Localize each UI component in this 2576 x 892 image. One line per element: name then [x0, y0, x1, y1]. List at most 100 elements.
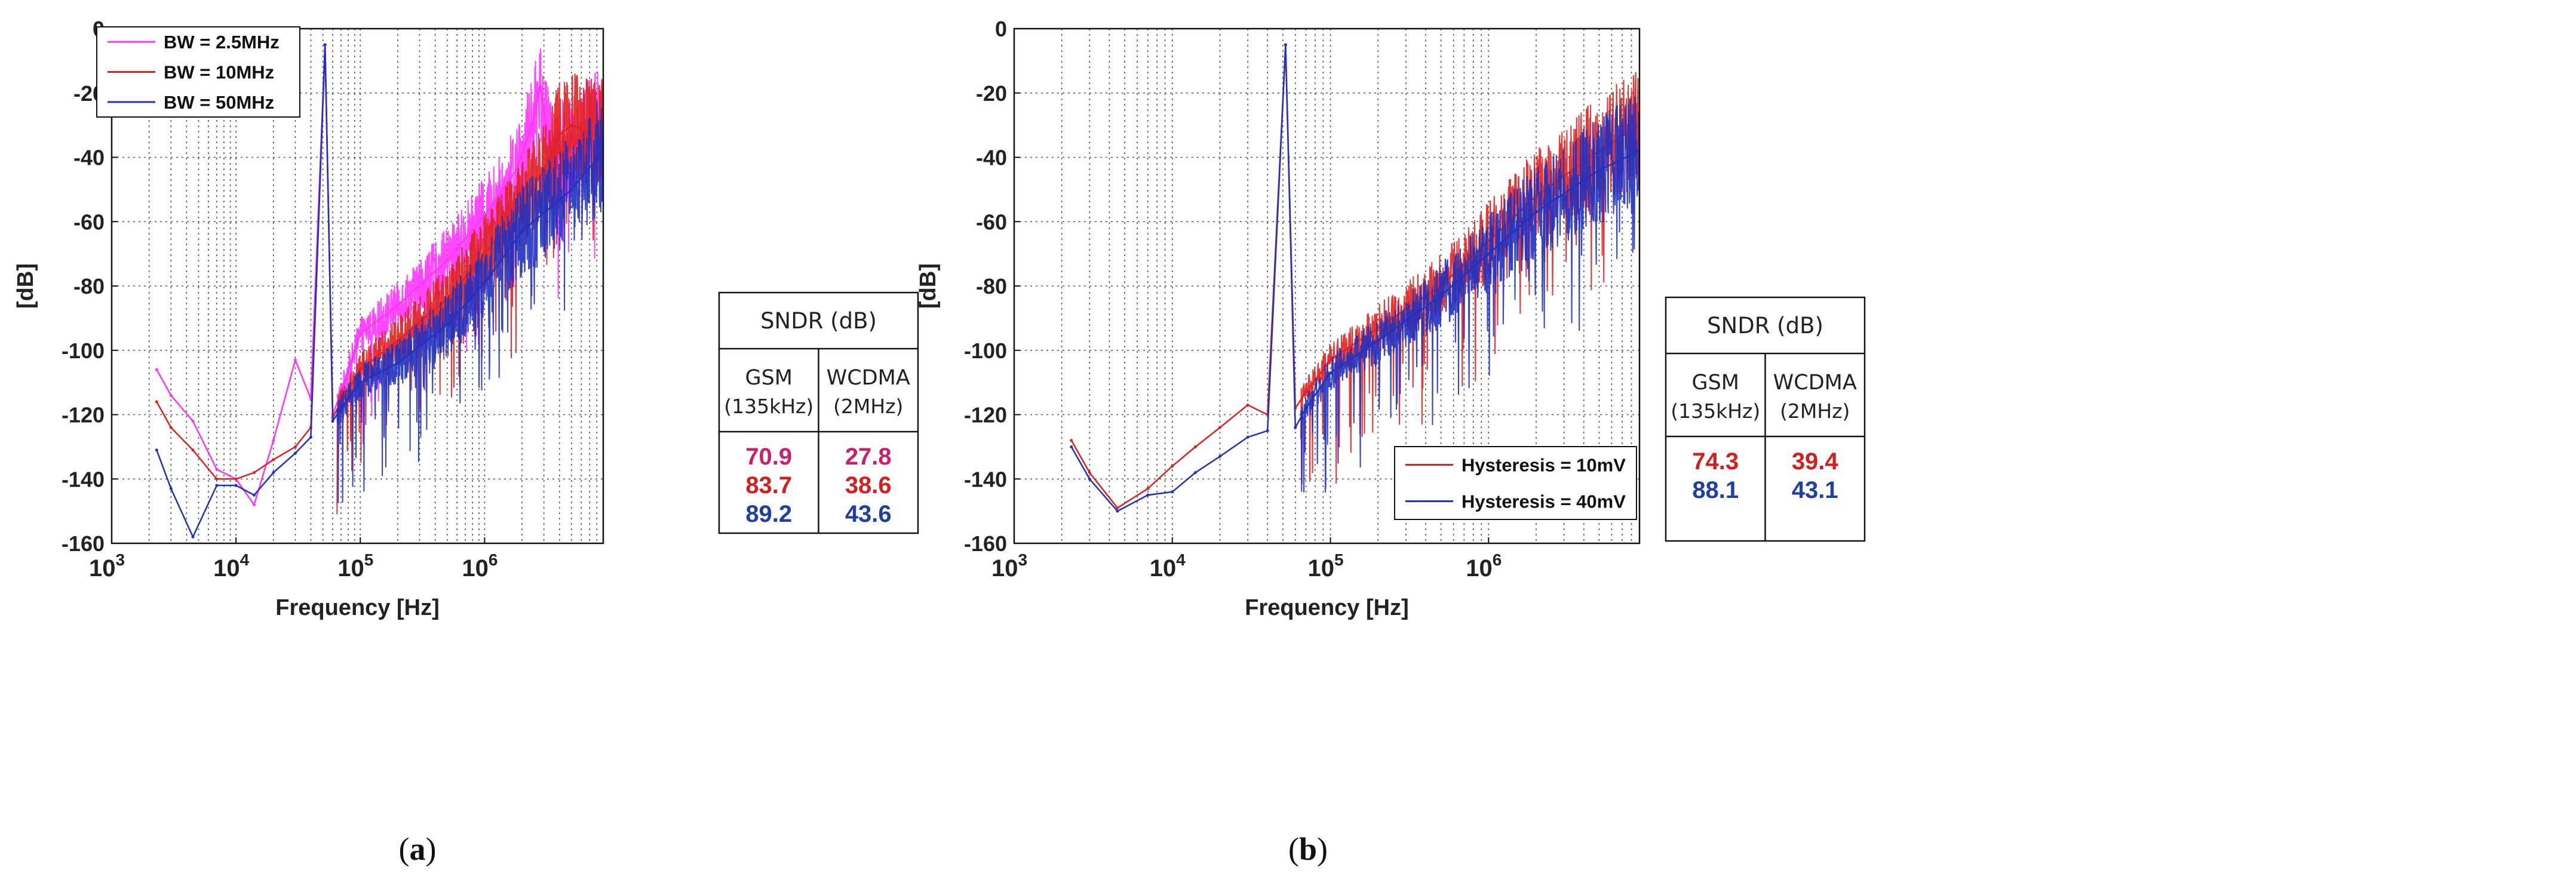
data-point [1171, 465, 1174, 468]
x-tick-label: 104 [213, 550, 250, 582]
legend: BW = 2.5MHz BW = 10MHz BW = 50MHz [96, 26, 300, 118]
data-point [396, 303, 400, 307]
x-tick-label: 105 [1308, 550, 1344, 582]
legend: Hysteresis = 10mV Hysteresis = 40mV [1394, 446, 1637, 520]
x-axis-label: Frequency [Hz] [1245, 595, 1408, 620]
subfigure-label: (b) [1288, 831, 1328, 867]
data-point [570, 187, 573, 191]
data-point [309, 435, 312, 439]
sndr-column-band: (2MHz) [1780, 399, 1850, 423]
data-point [396, 339, 400, 343]
data-point [1329, 358, 1332, 362]
data-point [293, 451, 297, 455]
data-point [1193, 470, 1197, 474]
y-tick-label: -40 [73, 146, 105, 170]
legend-label: Hysteresis = 40mV [1462, 491, 1626, 512]
data-point [1266, 429, 1269, 432]
data-point [155, 448, 158, 452]
data-point [293, 445, 297, 448]
legend-label: BW = 10MHz [164, 62, 274, 83]
data-point [323, 43, 327, 47]
y-tick-label: -100 [62, 339, 105, 363]
data-point [1304, 390, 1308, 394]
y-tick-label: 0 [995, 17, 1007, 41]
data-point [515, 168, 518, 172]
data-point [272, 439, 275, 442]
sndr-column-name: WCDMA [827, 366, 910, 390]
sndr-table-title: SNDR (dB) [760, 308, 877, 334]
sndr-value: 27.8 [845, 444, 892, 470]
sndr-value: 39.4 [1792, 448, 1839, 475]
data-point [234, 484, 238, 487]
data-point [253, 470, 256, 474]
series-noise [336, 73, 603, 515]
y-tick-label: -120 [62, 403, 105, 427]
data-point [1116, 506, 1119, 510]
data-point [1088, 470, 1091, 474]
legend-label: BW = 50MHz [164, 92, 274, 113]
sndr-column-band: (135kHz) [1671, 399, 1760, 423]
data-point [169, 426, 173, 429]
data-point [1146, 493, 1150, 497]
y-tick-label: -100 [964, 339, 1007, 363]
data-point [1218, 426, 1221, 429]
data-point [1070, 439, 1073, 442]
data-point [520, 229, 524, 233]
data-point [1439, 294, 1443, 297]
data-point [1193, 445, 1197, 448]
data-point [1329, 371, 1332, 374]
data-point [1376, 339, 1380, 343]
sndr-table-title: SNDR (dB) [1707, 313, 1823, 339]
data-point [191, 535, 195, 539]
sndr-table: SNDR (dB) GSM (135kHz) WCDMA (2MHz) 70.9 27.8 8… [718, 291, 919, 534]
data-point [253, 503, 256, 506]
data-point [215, 484, 219, 487]
data-point [1088, 477, 1091, 481]
sndr-value: 70.9 [745, 444, 792, 470]
y-axis-label: [dB] [13, 263, 38, 309]
y-tick-label: -140 [62, 467, 105, 491]
x-tick-label: 106 [1466, 550, 1502, 582]
sndr-column-name: GSM [745, 366, 793, 390]
sndr-value: 89.2 [745, 501, 792, 527]
data-point [1597, 168, 1601, 172]
sndr-value: 43.1 [1792, 477, 1838, 503]
x-tick-label: 106 [462, 550, 498, 582]
data-point [1294, 426, 1297, 429]
data-point [191, 448, 195, 452]
data-point [530, 124, 534, 127]
series-group [155, 43, 603, 539]
x-axis-label: Frequency [Hz] [275, 595, 439, 620]
data-point [538, 85, 542, 88]
sndr-value: 83.7 [745, 472, 792, 499]
data-point [1304, 407, 1308, 410]
data-point [358, 368, 362, 371]
sndr-column-name: WCDMA [1773, 371, 1857, 395]
y-tick-label: -160 [964, 531, 1007, 556]
y-tick-label: -80 [976, 274, 1007, 299]
data-point [253, 493, 256, 497]
data-point [396, 361, 400, 365]
y-tick-label: -60 [976, 210, 1007, 234]
series-noise [336, 100, 603, 503]
data-point [358, 381, 362, 385]
data-point [155, 400, 158, 404]
series-group [1070, 43, 1639, 513]
data-point [1487, 252, 1490, 256]
data-point [483, 281, 486, 285]
data-point [169, 487, 173, 490]
sndr-table: SNDR (dB) GSM (135kHz) WCDMA (2MHz) 74.3 39.4 8… [1665, 296, 1866, 542]
data-point [293, 358, 297, 362]
data-point [1284, 43, 1287, 47]
sndr-value: 38.6 [845, 472, 892, 499]
sndr-value: 88.1 [1692, 477, 1739, 503]
x-tick-label: 105 [337, 550, 373, 582]
data-point [1246, 403, 1249, 407]
data-point [215, 477, 219, 481]
data-point [358, 333, 362, 336]
data-point [570, 124, 573, 127]
data-point [1534, 210, 1538, 214]
data-point [169, 393, 173, 397]
